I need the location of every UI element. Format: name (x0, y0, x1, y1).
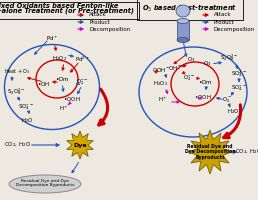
Text: SO$_4^{2-}$: SO$_4^{2-}$ (231, 69, 247, 79)
Text: SO$_4^{\bullet-}$: SO$_4^{\bullet-}$ (231, 83, 247, 93)
Text: H$_2$O$_2$: H$_2$O$_2$ (52, 55, 68, 63)
Text: $\bullet$OOH: $\bullet$OOH (194, 93, 212, 101)
Polygon shape (177, 21, 189, 40)
Text: $\bullet$Dm: $\bullet$Dm (55, 75, 69, 83)
Text: Decomposition: Decomposition (214, 26, 255, 31)
Text: O$_2^{\bullet-}$: O$_2^{\bullet-}$ (76, 77, 88, 87)
Text: Dye: Dye (73, 142, 87, 148)
Text: Attack: Attack (89, 12, 107, 18)
Text: S$_2$O$_8^{2-}$: S$_2$O$_8^{2-}$ (7, 87, 25, 97)
Text: CO$_2$, H$_2$O: CO$_2$, H$_2$O (235, 148, 258, 156)
Text: $\bullet$OOH: $\bullet$OOH (63, 95, 81, 103)
Text: Stand-alone Treatment (or Pre-treatment): Stand-alone Treatment (or Pre-treatment) (0, 7, 133, 14)
Text: CO$_2$, H$_2$O: CO$_2$, H$_2$O (4, 141, 30, 149)
Text: O$_2^-$: O$_2^-$ (222, 95, 232, 105)
Text: Product: Product (89, 20, 110, 24)
Polygon shape (188, 130, 232, 174)
Text: SO$_4^{\bullet-}$: SO$_4^{\bullet-}$ (18, 102, 34, 112)
Text: Mixed Oxidants based Fenton-like: Mixed Oxidants based Fenton-like (0, 3, 118, 9)
Text: Pd$^{2+}$: Pd$^{2+}$ (75, 54, 90, 64)
Text: Attack: Attack (214, 12, 232, 18)
Text: H$_2$O: H$_2$O (21, 117, 33, 125)
Text: H$^+$: H$^+$ (59, 105, 69, 113)
Text: Residual Dye and Dye
Decomposition Byproducts: Residual Dye and Dye Decomposition Bypro… (16, 179, 74, 187)
Text: H$_2$O$_2$: H$_2$O$_2$ (153, 80, 169, 88)
Ellipse shape (177, 19, 189, 23)
Text: O$_2^{\bullet-}$: O$_2^{\bullet-}$ (183, 73, 195, 83)
Ellipse shape (9, 175, 81, 193)
Text: O$_3$: O$_3$ (187, 56, 195, 64)
Text: $\bullet$OH: $\bullet$OH (37, 80, 51, 88)
Ellipse shape (177, 38, 189, 43)
Text: Pd$^+$: Pd$^+$ (46, 35, 58, 43)
Text: H$^+$: H$^+$ (158, 96, 168, 104)
Ellipse shape (176, 5, 190, 17)
Text: $\bullet$Dm: $\bullet$Dm (198, 78, 212, 86)
Text: H$_2$O: H$_2$O (227, 108, 239, 116)
Text: Heat + O$_3$: Heat + O$_3$ (4, 68, 30, 76)
Polygon shape (67, 131, 93, 159)
Text: OOH$^-$: OOH$^-$ (152, 66, 170, 74)
Text: Product: Product (214, 20, 235, 24)
Text: S$_2$O$_8^{2-}$: S$_2$O$_8^{2-}$ (220, 53, 238, 63)
Text: Residual Dye and
Dye Decomposition
Byproducts: Residual Dye and Dye Decomposition Bypro… (185, 144, 235, 160)
Text: Decomposition: Decomposition (89, 26, 130, 31)
Text: OH$^-$: OH$^-$ (168, 64, 182, 72)
Text: O$_3$: O$_3$ (203, 60, 211, 68)
Text: O$_3$ based Post-treatment: O$_3$ based Post-treatment (142, 3, 238, 14)
